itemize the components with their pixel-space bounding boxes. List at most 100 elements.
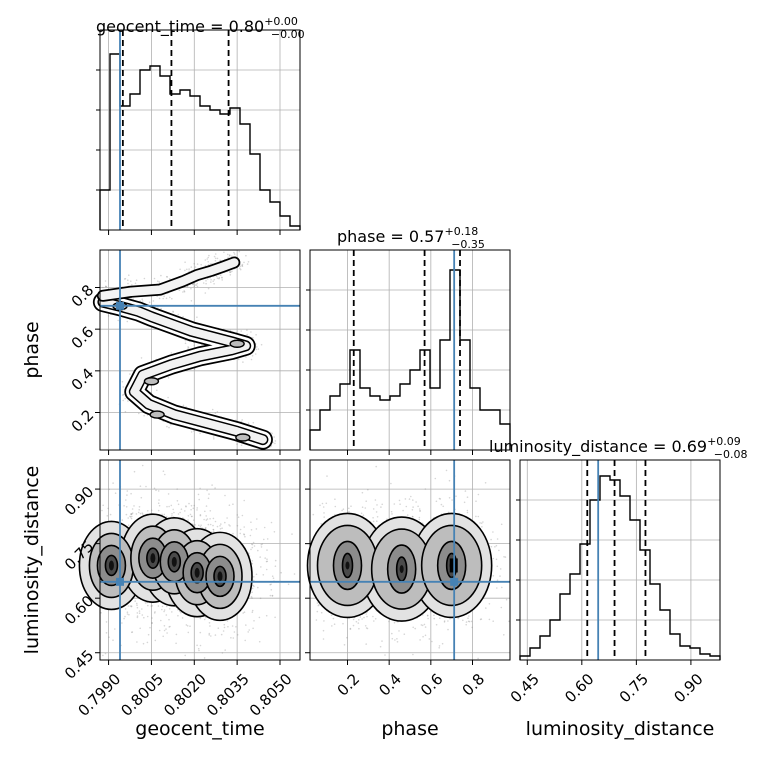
panel-phase-vs-luminosity-distance-point — [442, 505, 445, 508]
panel-geocent-time-vs-phase-point — [252, 421, 255, 424]
panel-phase-vs-luminosity-distance-point — [479, 618, 482, 621]
panel-geocent-time-vs-luminosity-distance-point — [204, 510, 206, 513]
panel-phase-vs-luminosity-distance-point — [372, 615, 374, 618]
panel-geocent-time-vs-phase-point — [166, 425, 168, 428]
panel-geocent-time-vs-luminosity-distance-point — [270, 521, 273, 524]
panel-phase-vs-luminosity-distance-point — [405, 505, 408, 508]
panel-phase-vs-luminosity-distance-point — [334, 498, 336, 501]
panel-phase-vs-luminosity-distance-point — [418, 518, 421, 521]
panel-geocent-time-vs-phase-point — [190, 431, 193, 433]
panel-geocent-time-vs-luminosity-distance-point — [138, 509, 140, 511]
panel-phase-vs-luminosity-distance-point — [342, 622, 344, 625]
panel-geocent-time-vs-phase-core-4 — [235, 433, 251, 442]
panel-phase-vs-luminosity-distance-point — [492, 620, 495, 622]
panel-geocent-time-vs-luminosity-distance-point — [207, 523, 210, 526]
panel-geocent-time-vs-luminosity-distance-point — [253, 579, 255, 582]
panel-phase-vs-luminosity-distance-point — [374, 618, 377, 620]
panel-geocent-time-vs-phase-point — [195, 284, 198, 286]
panel-geocent-time-vs-luminosity-distance-point — [260, 546, 263, 548]
panel-geocent-time-vs-phase-point — [207, 264, 210, 266]
panel-geocent-time-vs-phase-point — [196, 263, 199, 265]
panel-geocent-time-vs-luminosity-distance-truth-marker — [116, 577, 124, 586]
panel-geocent-time-vs-luminosity-distance-point — [266, 549, 268, 551]
panel-geocent-time-vs-luminosity-distance-point — [243, 499, 245, 502]
panel-geocent-time-vs-luminosity-distance-point — [141, 614, 144, 616]
panel-geocent-time-vs-luminosity-distance-point — [190, 504, 193, 507]
panel-geocent-time-vs-luminosity-distance-point — [214, 520, 217, 523]
panel-phase-vs-luminosity-distance-point — [447, 620, 449, 622]
panel-geocent-time-vs-luminosity-distance-xtick-label-3: 0.8035 — [203, 670, 253, 720]
panel-geocent-time-vs-phase-point — [140, 357, 143, 359]
panel-phase-vs-luminosity-distance-point — [475, 500, 477, 503]
panel-geocent-time-vs-luminosity-distance-point — [287, 583, 290, 586]
panel-geocent-time-vs-phase-point — [127, 282, 129, 285]
panel-geocent-time-vs-luminosity-distance-point — [102, 654, 104, 657]
panel-geocent-time-vs-phase-core-3 — [149, 410, 165, 419]
panel-geocent-time-vs-luminosity-distance-point — [224, 521, 226, 524]
panel-geocent-time-vs-luminosity-distance-point — [291, 533, 293, 535]
panel-geocent-time-vs-luminosity-distance-point — [105, 621, 108, 623]
panel-phase-vs-luminosity-distance-point — [373, 620, 375, 622]
panel-geocent-time-vs-phase-point — [182, 291, 184, 293]
panel-phase-vs-luminosity-distance-point — [421, 624, 424, 627]
panel-geocent-time-vs-phase-point — [211, 408, 214, 411]
panel-geocent-time-vs-luminosity-distance-point — [127, 524, 130, 526]
panel-geocent-time-vs-luminosity-distance-point — [251, 597, 253, 599]
panel-geocent-time-vs-luminosity-distance-point — [208, 493, 210, 495]
panel-phase-vs-luminosity-distance-point — [500, 606, 503, 609]
panel-geocent-time-vs-luminosity-distance-point — [189, 513, 192, 516]
panel-geocent-time-vs-phase-point — [255, 348, 258, 351]
panel-geocent-time-vs-luminosity-distance-point — [243, 533, 245, 535]
panel-phase-vs-luminosity-distance-point — [477, 515, 480, 518]
panel-geocent-time-vs-luminosity-distance-point — [209, 518, 211, 520]
panel-phase-vs-luminosity-distance-point — [393, 503, 396, 505]
panel-geocent-time-vs-phase-point — [229, 274, 232, 276]
panel-geocent-time-vs-luminosity-distance-point — [141, 512, 143, 514]
panel-phase-vs-luminosity-distance-point — [439, 498, 442, 500]
panel-geocent-time-vs-phase-point — [131, 284, 133, 286]
title-luminosity-distance: luminosity_distance = 0.69+0.09 −0.08 — [489, 435, 748, 461]
panel-geocent-time-vs-luminosity-distance-point — [253, 585, 255, 588]
panel-geocent-time-vs-phase-point — [216, 411, 219, 413]
panel-geocent-time-vs-luminosity-distance-point — [252, 627, 254, 630]
panel-geocent-time-vs-luminosity-distance-point — [133, 470, 136, 473]
panel-geocent-time-vs-luminosity-distance-point — [125, 513, 128, 516]
panel-geocent-time-vs-phase-point — [214, 253, 217, 255]
panel-geocent-time-vs-luminosity-distance-point — [259, 597, 262, 600]
panel-geocent-time-vs-luminosity-distance-point — [146, 641, 149, 644]
panel-phase-vs-luminosity-distance-point — [499, 568, 502, 570]
panel-geocent-time-vs-phase-point — [245, 356, 247, 358]
panel-phase-vs-luminosity-distance-point — [484, 482, 487, 484]
panel-geocent-time-vs-luminosity-distance-point — [130, 605, 133, 608]
panel-geocent-time-vs-luminosity-distance-point — [260, 566, 262, 568]
panel-phase-vs-luminosity-distance-point — [503, 634, 505, 636]
panel-geocent-time-vs-luminosity-distance-point — [141, 608, 143, 610]
panel-phase-vs-luminosity-distance-point — [431, 640, 433, 643]
panel-phase-vs-luminosity-distance-point — [396, 641, 399, 643]
panel-geocent-time-vs-luminosity-distance-contour-4-1 — [150, 553, 156, 564]
panel-geocent-time-vs-luminosity-distance-point — [158, 629, 161, 632]
hist-luminosity-distance-xtick-label-0: 0.45 — [507, 670, 543, 706]
panel-phase-vs-luminosity-distance-point — [372, 517, 374, 519]
title-phase: phase = 0.57+0.18 −0.35 — [337, 225, 485, 251]
panel-phase-vs-luminosity-distance-point — [320, 522, 323, 525]
panel-phase-vs-luminosity-distance-point — [388, 620, 390, 623]
panel-geocent-time-vs-phase-point — [219, 259, 221, 262]
panel-phase-vs-luminosity-distance-point — [364, 625, 367, 627]
panel-geocent-time-vs-luminosity-distance-point — [204, 527, 207, 530]
panel-geocent-time-vs-phase-point — [218, 276, 221, 279]
panel-geocent-time-vs-phase-point — [183, 291, 186, 293]
panel-geocent-time-vs-luminosity-distance-point — [131, 513, 133, 515]
panel-geocent-time-vs-luminosity-distance-point — [224, 494, 226, 497]
panel-phase-vs-luminosity-distance-point — [318, 603, 320, 606]
panel-geocent-time-vs-luminosity-distance-point — [261, 543, 264, 545]
panel-geocent-time-vs-luminosity-distance-point — [131, 508, 134, 510]
panel-geocent-time-vs-phase-point — [227, 256, 229, 259]
panel-geocent-time-vs-phase-point — [207, 287, 210, 290]
panel-phase-vs-luminosity-distance-point — [462, 619, 464, 622]
panel-geocent-time-vs-phase-point — [122, 393, 125, 396]
hist-geocent-time-frame — [99, 29, 301, 231]
panel-geocent-time-vs-luminosity-distance-point — [200, 524, 202, 526]
panel-geocent-time-vs-luminosity-distance-point — [229, 525, 231, 527]
panel-geocent-time-vs-luminosity-distance-point — [171, 515, 173, 517]
